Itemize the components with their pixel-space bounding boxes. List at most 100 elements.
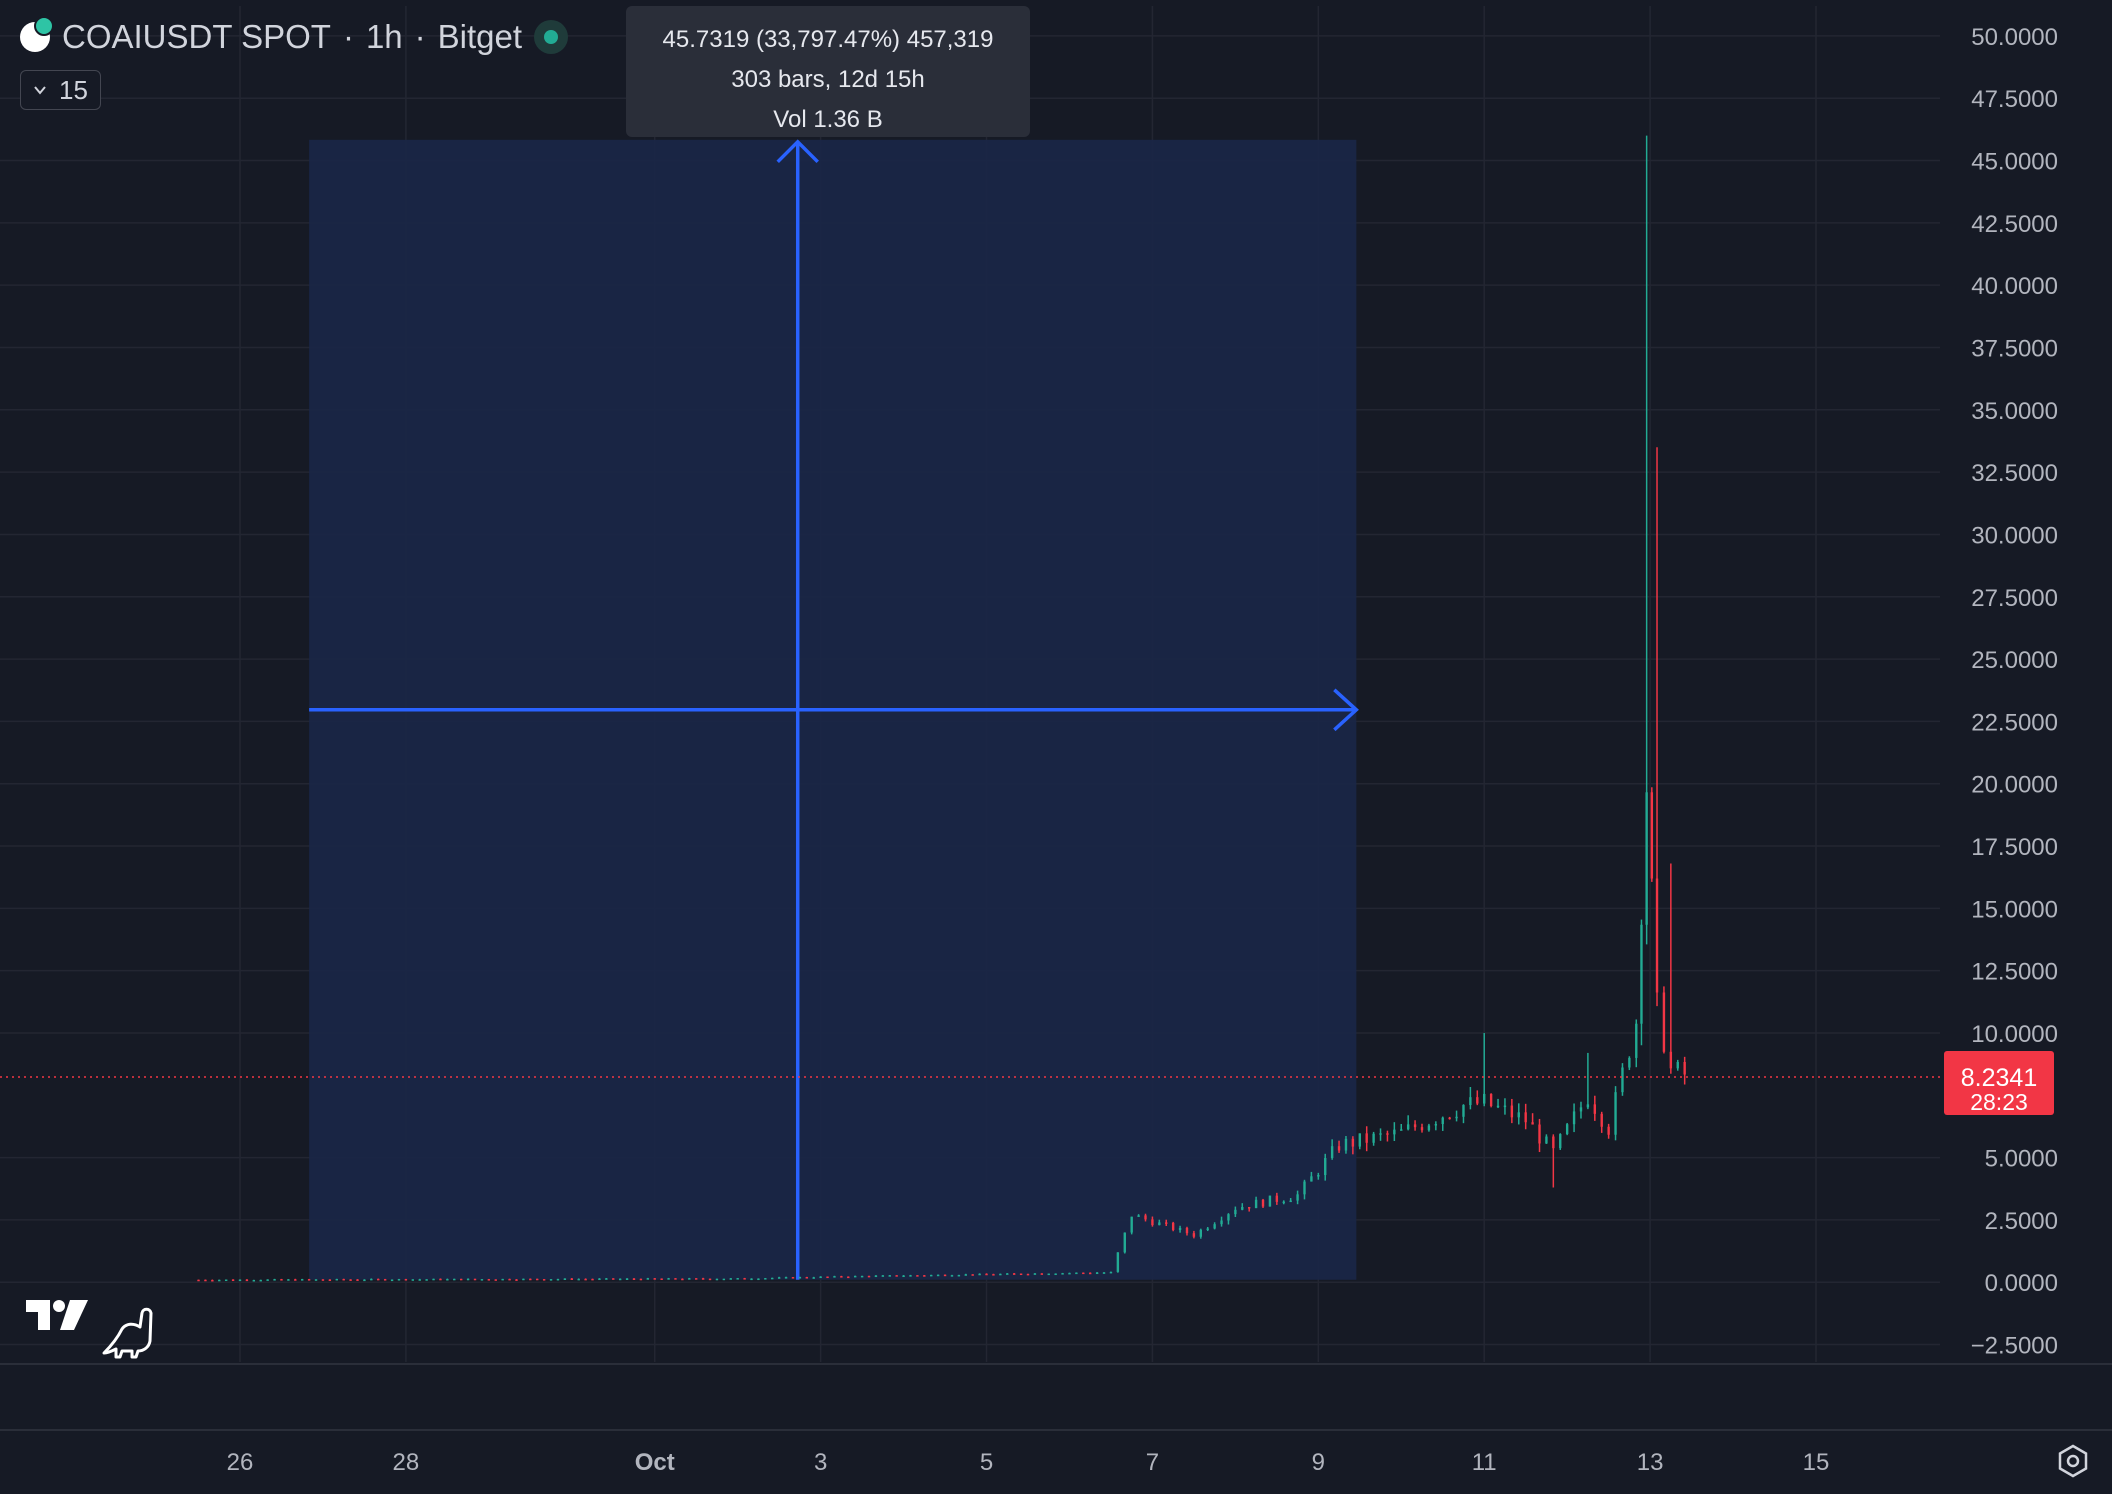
candle-up	[881, 1275, 885, 1277]
candle-down	[1185, 1226, 1189, 1236]
candle-body	[356, 1279, 359, 1281]
candle-down	[923, 1275, 926, 1277]
tradingview-logo-icon[interactable]	[26, 1300, 90, 1336]
candle-down	[1351, 1136, 1355, 1155]
candle-body	[833, 1276, 836, 1278]
time-axis[interactable]: 26 28 Oct 3 5 7 9 11 13 15	[227, 1449, 1830, 1476]
candle-body	[1545, 1136, 1548, 1144]
candle-down	[1524, 1103, 1527, 1130]
candle-up	[750, 1278, 753, 1281]
candle-up	[1206, 1226, 1209, 1232]
candle-up	[501, 1278, 504, 1281]
candle-down	[632, 1278, 636, 1281]
candle-body	[259, 1279, 262, 1282]
last-price-value: 8.2341	[1961, 1064, 2037, 1092]
candle-up	[1102, 1272, 1106, 1274]
candle-body	[1337, 1146, 1341, 1151]
candle-down	[1552, 1134, 1555, 1188]
chart-legend[interactable]: COAIUSDT SPOT · 1h · Bitget	[20, 16, 569, 56]
price-tick-label: 17.5000	[1971, 834, 2058, 861]
candle-up	[314, 1279, 318, 1281]
candle-up	[777, 1276, 781, 1279]
candle-body	[1413, 1124, 1417, 1128]
candle-body	[1358, 1133, 1361, 1147]
dino-icon[interactable]	[100, 1305, 156, 1361]
candle-body	[1565, 1124, 1569, 1135]
candle-down	[494, 1279, 497, 1281]
candle-body	[1496, 1105, 1500, 1108]
candle-down	[280, 1278, 283, 1281]
candle-body	[985, 1273, 988, 1276]
candle-body	[1531, 1122, 1534, 1125]
candle-up	[1324, 1153, 1327, 1181]
candle-up	[1441, 1116, 1444, 1131]
measure-bars-duration: 303 bars, 12d 15h	[731, 66, 925, 93]
candle-body	[584, 1278, 587, 1281]
candle-body	[370, 1278, 373, 1281]
candle-body	[936, 1274, 940, 1277]
candle-body	[218, 1279, 221, 1282]
candle-body	[992, 1274, 995, 1276]
candle-body	[231, 1279, 235, 1282]
candle-up	[301, 1278, 304, 1281]
candle-down	[231, 1279, 235, 1282]
candle-body	[1669, 1051, 1673, 1069]
candle-up	[1330, 1139, 1334, 1160]
candle-up	[1282, 1200, 1285, 1205]
candle-body	[1400, 1129, 1403, 1131]
indicators-toggle-button[interactable]: 15	[20, 70, 101, 110]
settings-icon[interactable]	[2055, 1443, 2091, 1479]
candle-up	[1503, 1098, 1507, 1115]
price-axis[interactable]: 50.0000 47.5000 45.0000 42.5000 40.0000 37.50…	[1971, 24, 2058, 1360]
candle-body	[1489, 1093, 1493, 1107]
candle-body	[978, 1273, 981, 1276]
candle-up	[335, 1278, 338, 1281]
candle-body	[1296, 1194, 1299, 1201]
candle-body	[224, 1279, 228, 1282]
candle-up	[1645, 135, 1648, 945]
candle-body	[1158, 1222, 1161, 1226]
candle-body	[1372, 1133, 1375, 1143]
candle-body	[1600, 1113, 1603, 1127]
candle-body	[874, 1275, 878, 1278]
candle-body	[916, 1275, 919, 1277]
candle-up	[798, 1276, 802, 1279]
candle-body	[501, 1278, 504, 1281]
time-tick-label: 3	[814, 1449, 827, 1476]
candle-up	[1406, 1115, 1410, 1131]
candle-up	[252, 1279, 256, 1282]
candle-up	[425, 1279, 428, 1281]
candle-down	[204, 1279, 207, 1282]
candle-up	[964, 1273, 967, 1276]
candle-up	[1289, 1198, 1292, 1203]
candle-body	[211, 1279, 214, 1282]
candle-down	[1082, 1272, 1085, 1275]
exchange-label[interactable]: Bitget	[437, 18, 523, 55]
chevron-down-icon	[34, 86, 46, 95]
candles	[197, 135, 1686, 1282]
candle-body	[515, 1279, 518, 1281]
candle-up	[605, 1277, 608, 1280]
measure-tool[interactable]	[309, 139, 1359, 1280]
candle-body	[895, 1275, 898, 1277]
candle-down	[840, 1275, 843, 1278]
candle-body	[1026, 1273, 1030, 1276]
candle-body	[729, 1278, 732, 1280]
candle-body	[625, 1278, 629, 1281]
candle-down	[1476, 1090, 1479, 1106]
price-tick-label: 50.0000	[1971, 24, 2058, 51]
candle-body	[695, 1278, 698, 1280]
time-tick-label: 9	[1312, 1449, 1325, 1476]
candle-up	[1006, 1273, 1009, 1275]
candle-down	[349, 1279, 352, 1281]
candle-up	[1462, 1104, 1465, 1124]
candle-body	[1082, 1272, 1085, 1275]
interval-label[interactable]: 1h	[365, 18, 403, 55]
candle-body	[390, 1279, 394, 1282]
symbol-name[interactable]: COAIUSDT SPOT	[62, 18, 331, 55]
candle-up	[812, 1276, 815, 1279]
candle-up	[909, 1274, 912, 1277]
candle-body	[1393, 1129, 1396, 1135]
time-tick-label: 7	[1146, 1449, 1159, 1476]
